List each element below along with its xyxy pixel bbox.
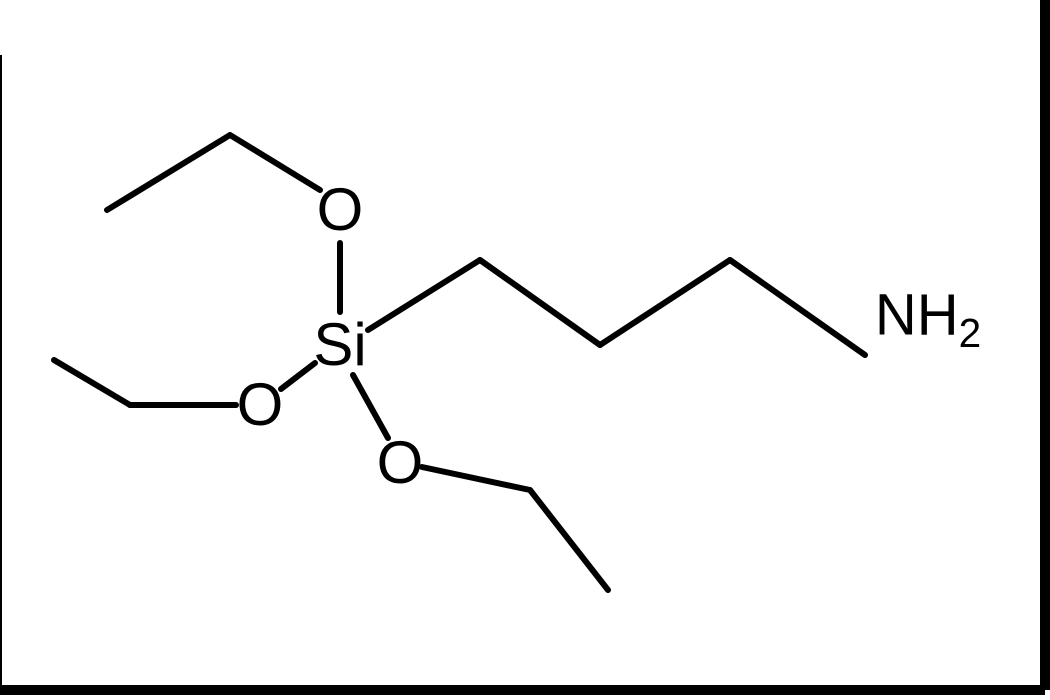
bond <box>107 135 230 210</box>
bond <box>422 467 530 490</box>
bond <box>281 363 315 389</box>
bond <box>730 260 865 355</box>
bond <box>480 260 600 345</box>
bond <box>600 260 730 345</box>
bond <box>54 360 130 405</box>
bond <box>368 260 480 330</box>
bond <box>230 135 320 190</box>
atom-label-N_amine: NH2 <box>875 286 981 353</box>
chemical-structure-diagram: SiOOONH2 <box>0 0 1050 700</box>
atom-label-O_top: O <box>317 180 364 240</box>
atom-label-O_left: O <box>237 375 284 435</box>
bond <box>530 490 608 590</box>
atom-label-O_bottom: O <box>377 433 424 493</box>
atom-label-Si: Si <box>313 315 366 375</box>
